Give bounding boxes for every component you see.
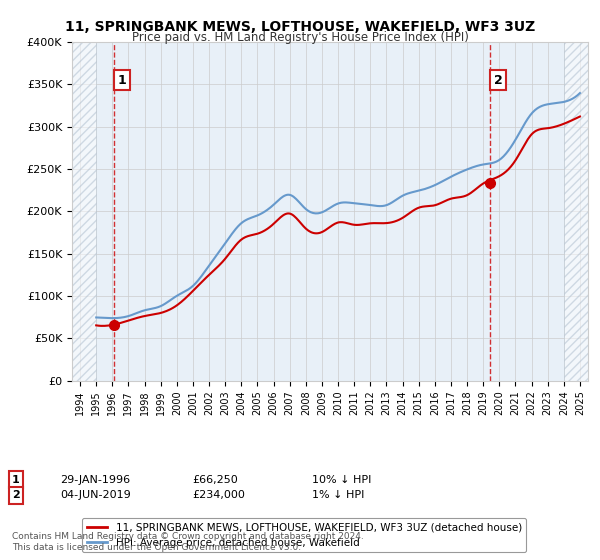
Text: £234,000: £234,000 xyxy=(192,491,245,501)
Text: 11, SPRINGBANK MEWS, LOFTHOUSE, WAKEFIELD, WF3 3UZ: 11, SPRINGBANK MEWS, LOFTHOUSE, WAKEFIEL… xyxy=(65,20,535,34)
Text: Contains HM Land Registry data © Crown copyright and database right 2024.
This d: Contains HM Land Registry data © Crown c… xyxy=(12,532,364,552)
Bar xyxy=(564,42,588,381)
Bar xyxy=(72,42,96,381)
Text: 1: 1 xyxy=(12,475,20,485)
Text: 10% ↓ HPI: 10% ↓ HPI xyxy=(312,475,371,485)
Text: £66,250: £66,250 xyxy=(192,475,238,485)
Text: 1% ↓ HPI: 1% ↓ HPI xyxy=(312,491,364,501)
Text: 1: 1 xyxy=(117,73,126,87)
Text: 29-JAN-1996: 29-JAN-1996 xyxy=(60,475,130,485)
Legend: 11, SPRINGBANK MEWS, LOFTHOUSE, WAKEFIELD, WF3 3UZ (detached house), HPI: Averag: 11, SPRINGBANK MEWS, LOFTHOUSE, WAKEFIEL… xyxy=(82,518,526,552)
Text: 2: 2 xyxy=(494,73,502,87)
Text: 04-JUN-2019: 04-JUN-2019 xyxy=(60,491,131,501)
Text: 2: 2 xyxy=(12,491,20,501)
Text: Price paid vs. HM Land Registry's House Price Index (HPI): Price paid vs. HM Land Registry's House … xyxy=(131,31,469,44)
